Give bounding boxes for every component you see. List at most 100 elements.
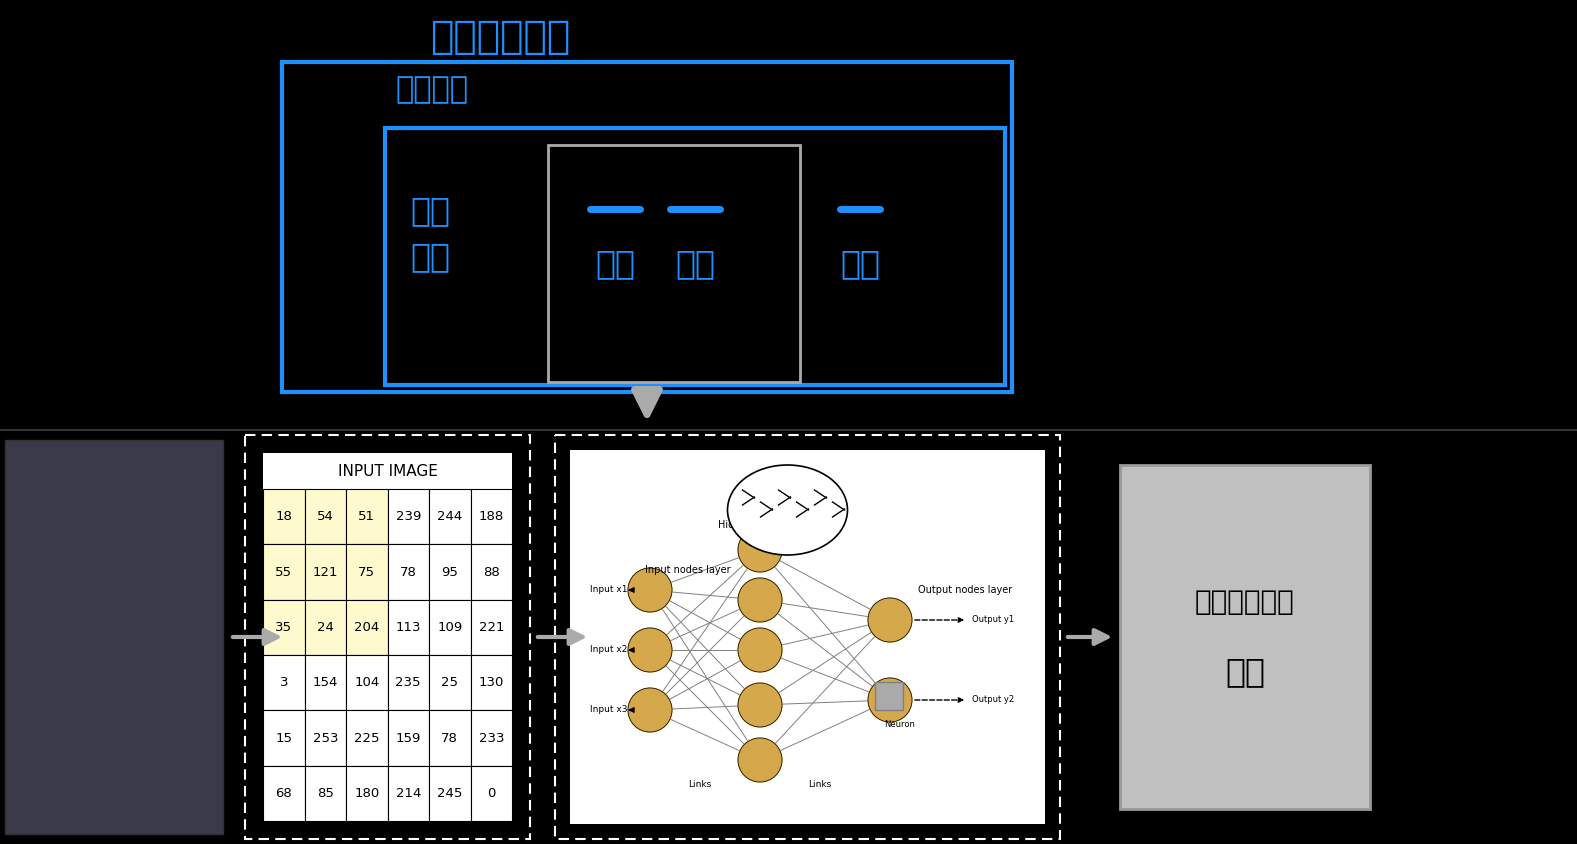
Bar <box>470 544 513 600</box>
Text: Input nodes layer: Input nodes layer <box>645 565 730 575</box>
Text: 54: 54 <box>317 510 334 523</box>
Text: Links: Links <box>809 780 831 789</box>
Bar <box>470 655 513 711</box>
Bar <box>5 637 222 657</box>
Text: 95: 95 <box>442 565 459 578</box>
Bar <box>304 489 345 544</box>
Text: 75: 75 <box>358 565 375 578</box>
Bar <box>5 696 222 716</box>
Bar <box>263 453 513 821</box>
Bar <box>5 440 222 834</box>
Bar <box>345 544 388 600</box>
Text: 24: 24 <box>317 621 334 634</box>
Bar <box>429 489 470 544</box>
Bar <box>5 657 222 676</box>
Bar <box>304 600 345 655</box>
Bar <box>429 766 470 821</box>
Ellipse shape <box>732 470 842 550</box>
Bar <box>555 435 1060 839</box>
Text: 113: 113 <box>396 621 421 634</box>
Text: 高级语义概念: 高级语义概念 <box>1195 588 1295 616</box>
Bar <box>304 544 345 600</box>
Text: 25: 25 <box>442 676 459 690</box>
Bar <box>5 794 222 814</box>
Text: 233: 233 <box>478 732 505 744</box>
Text: 参数: 参数 <box>595 247 636 280</box>
Text: 55: 55 <box>276 565 292 578</box>
Bar <box>5 755 222 775</box>
Bar <box>388 655 429 711</box>
Text: Input x1: Input x1 <box>590 586 628 594</box>
Bar <box>5 735 222 755</box>
Text: INPUT IMAGE: INPUT IMAGE <box>337 463 437 479</box>
Text: 输入: 输入 <box>675 247 714 280</box>
Circle shape <box>628 628 672 672</box>
Text: Input x2: Input x2 <box>590 646 628 654</box>
Bar <box>470 711 513 766</box>
Text: 51: 51 <box>358 510 375 523</box>
Bar <box>345 489 388 544</box>
Bar <box>5 519 222 538</box>
Bar <box>5 775 222 794</box>
Circle shape <box>867 598 912 642</box>
Bar <box>263 544 304 600</box>
Text: 221: 221 <box>478 621 505 634</box>
Text: 188: 188 <box>479 510 505 523</box>
Bar <box>470 600 513 655</box>
Text: 204: 204 <box>355 621 380 634</box>
Text: 68: 68 <box>276 787 292 800</box>
Text: Hidden nodes layer: Hidden nodes layer <box>718 520 812 530</box>
Text: 245: 245 <box>437 787 462 800</box>
Bar <box>388 489 429 544</box>
Bar <box>5 598 222 617</box>
Bar <box>345 655 388 711</box>
Text: 180: 180 <box>355 787 380 800</box>
Text: Neuron: Neuron <box>885 720 915 729</box>
Text: 235: 235 <box>396 676 421 690</box>
Text: 109: 109 <box>437 621 462 634</box>
Bar <box>304 711 345 766</box>
Bar <box>5 814 222 834</box>
Bar <box>263 600 304 655</box>
Text: 159: 159 <box>396 732 421 744</box>
Text: 15: 15 <box>276 732 292 744</box>
Text: Output y1: Output y1 <box>971 615 1014 625</box>
Bar <box>5 676 222 696</box>
Bar <box>5 617 222 637</box>
Bar <box>5 460 222 479</box>
Text: 18: 18 <box>276 510 292 523</box>
Bar <box>5 716 222 735</box>
Text: 3: 3 <box>279 676 289 690</box>
Text: Output y2: Output y2 <box>971 695 1014 705</box>
Text: 35: 35 <box>276 621 292 634</box>
Bar <box>5 440 222 834</box>
Bar <box>388 544 429 600</box>
Bar <box>429 711 470 766</box>
Text: 130: 130 <box>478 676 505 690</box>
Text: 244: 244 <box>437 510 462 523</box>
Circle shape <box>628 568 672 612</box>
Text: 78: 78 <box>442 732 459 744</box>
Ellipse shape <box>727 465 847 555</box>
Bar <box>345 711 388 766</box>
Circle shape <box>738 738 782 782</box>
Text: 121: 121 <box>312 565 337 578</box>
Text: 154: 154 <box>312 676 337 690</box>
Text: 输出: 输出 <box>841 247 880 280</box>
Bar <box>569 450 1046 824</box>
Circle shape <box>628 688 672 732</box>
Circle shape <box>867 678 912 722</box>
Bar <box>5 558 222 578</box>
Bar <box>5 479 222 499</box>
Bar <box>263 711 304 766</box>
Bar <box>263 489 304 544</box>
Bar <box>244 435 530 839</box>
Bar <box>263 655 304 711</box>
Bar <box>429 600 470 655</box>
Text: 78: 78 <box>401 565 416 578</box>
Text: Output nodes layer: Output nodes layer <box>918 585 1012 595</box>
Bar <box>429 544 470 600</box>
Bar <box>5 578 222 598</box>
Text: 0: 0 <box>487 787 495 800</box>
Bar <box>1120 465 1370 809</box>
